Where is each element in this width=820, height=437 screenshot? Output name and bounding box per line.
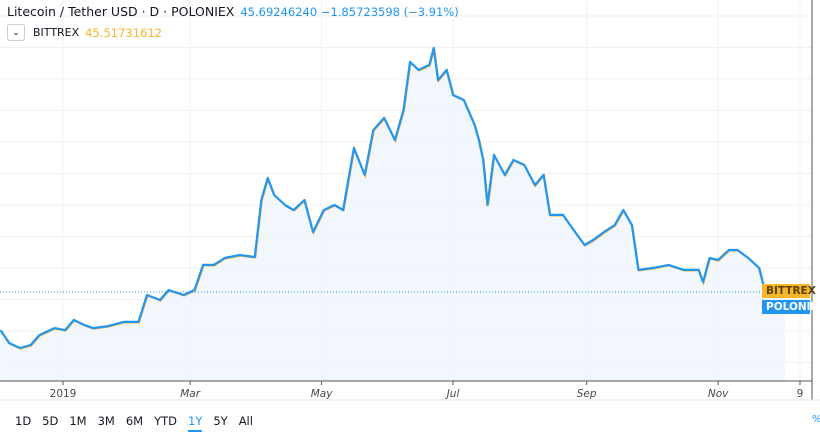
range-button-all[interactable]: All bbox=[238, 414, 253, 428]
x-tick-label: Jul bbox=[446, 388, 460, 400]
percent-scale-toggle[interactable]: % bbox=[812, 414, 820, 425]
range-button-1d[interactable]: 1D bbox=[15, 414, 32, 428]
range-button-3m[interactable]: 3M bbox=[97, 414, 115, 428]
poloniex-price-tag: POLONIEX bbox=[762, 300, 820, 314]
ohlc-values: 45.69246240 −1.85723598 (−3.91%) bbox=[240, 5, 459, 19]
range-button-5y[interactable]: 5Y bbox=[213, 414, 228, 428]
x-tick-label: Nov bbox=[707, 388, 729, 400]
x-tick-label: May bbox=[310, 388, 333, 400]
range-button-6m[interactable]: 6M bbox=[125, 414, 144, 428]
area-fill bbox=[0, 48, 785, 381]
x-tick-label: 2019 bbox=[49, 388, 77, 400]
range-selector: 1D 5D 1M 3M 6M YTD 1Y 5Y All bbox=[15, 414, 264, 432]
range-button-1y[interactable]: 1Y bbox=[188, 414, 203, 432]
compare-symbol: BITTREX bbox=[33, 26, 80, 39]
chevron-down-icon[interactable]: ⌄ bbox=[7, 24, 25, 41]
chart-legend: Litecoin / Tether USD · D · POLONIEX 45.6… bbox=[7, 4, 459, 19]
symbol-title: Litecoin / Tether USD · D · POLONIEX bbox=[7, 4, 235, 19]
x-tick-label: 9 bbox=[796, 388, 804, 400]
poloniex-series-line bbox=[0, 46, 786, 350]
range-button-5d[interactable]: 5D bbox=[42, 414, 59, 428]
bittrex-price-tag: BITTREX bbox=[762, 284, 816, 298]
x-tick-label: Mar bbox=[180, 388, 201, 400]
compare-value: 45.51731612 bbox=[85, 25, 162, 40]
compare-legend: ⌄ BITTREX 45.51731612 bbox=[7, 24, 162, 41]
range-button-ytd[interactable]: YTD bbox=[154, 414, 177, 428]
range-button-1m[interactable]: 1M bbox=[69, 414, 87, 428]
x-tick-label: Sep bbox=[576, 388, 597, 400]
